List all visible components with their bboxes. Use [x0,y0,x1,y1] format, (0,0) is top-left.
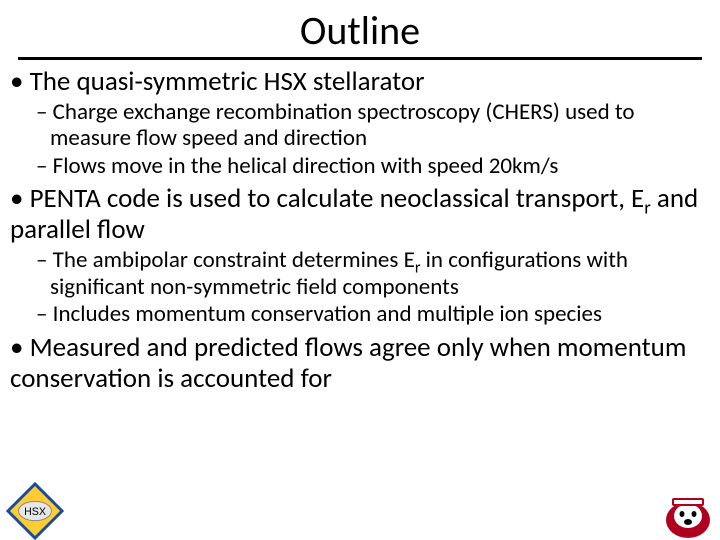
bullet-2-sub-2: Includes momentum conservation and multi… [36,301,720,327]
bullet-1-sub-2: Flows move in the helical direction with… [36,153,720,179]
title-underline [18,57,702,60]
bucky-badger-icon [662,492,714,540]
bullet-3: Measured and predicted flows agree only … [10,332,720,394]
slide: Outline The quasi-symmetric HSX stellara… [0,6,720,540]
hsx-logo-icon: HSX [6,482,64,540]
bullet-1-sublist: Charge exchange recombination spectrosco… [10,99,720,179]
bullet-2-subscript: r [644,197,651,220]
bullet-2-sub-1-pre: The ambipolar constraint determines E [53,246,415,274]
bullet-2-sublist: The ambipolar constraint determines Er i… [10,247,720,327]
bullet-2-sub-1: The ambipolar constraint determines Er i… [36,247,720,300]
bullet-1-text: The quasi-symmetric HSX stellarator [30,65,425,98]
bullet-3-text: Measured and predicted flows agree only … [10,331,686,395]
bullet-1: The quasi-symmetric HSX stellarator Char… [10,66,720,179]
svg-text:HSX: HSX [24,506,46,518]
bullet-2-text-pre: PENTA code is used to calculate neoclass… [30,182,645,215]
bullet-list: The quasi-symmetric HSX stellarator Char… [0,66,720,394]
bullet-2: PENTA code is used to calculate neoclass… [10,183,720,327]
bullet-1-sub-1: Charge exchange recombination spectrosco… [36,99,720,152]
slide-title: Outline [0,6,720,55]
